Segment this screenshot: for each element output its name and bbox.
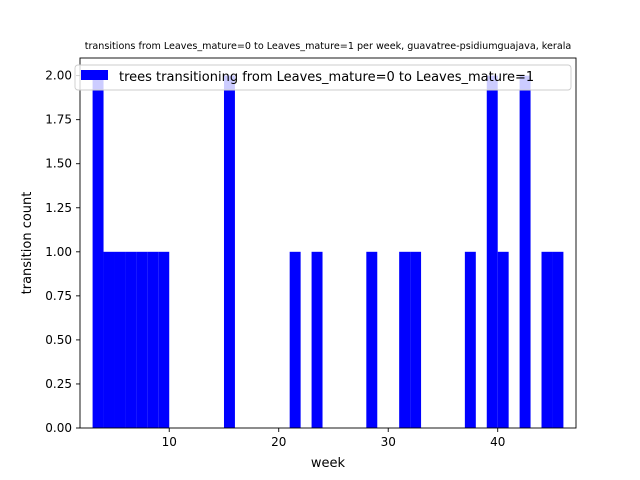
y-tick-label: 2.00 bbox=[45, 69, 72, 83]
legend: trees transitioning from Leaves_mature=0… bbox=[74, 64, 572, 91]
chart-title: transitions from Leaves_mature=0 to Leav… bbox=[85, 41, 572, 52]
bar-week-9 bbox=[158, 251, 170, 428]
bar-week-5 bbox=[114, 251, 126, 428]
bar-week-40 bbox=[497, 251, 509, 428]
legend-label: trees transitioning from Leaves_mature=0… bbox=[119, 70, 534, 85]
bar-week-23 bbox=[311, 251, 323, 428]
bar-week-7 bbox=[136, 251, 148, 428]
bar-week-21 bbox=[289, 251, 301, 428]
bar-week-39 bbox=[486, 75, 498, 428]
y-axis-label: transition count bbox=[20, 192, 35, 295]
y-tick-label: 0.50 bbox=[45, 333, 72, 347]
bar-week-15 bbox=[223, 75, 235, 428]
bar-week-31 bbox=[399, 251, 411, 428]
bar-week-37 bbox=[464, 251, 476, 428]
x-tick-label: 30 bbox=[381, 435, 396, 449]
y-tick-label: 0.25 bbox=[45, 377, 72, 391]
y-tick-label: 1.50 bbox=[45, 157, 72, 171]
y-tick-label: 0.75 bbox=[45, 289, 72, 303]
bar-week-42 bbox=[519, 75, 531, 428]
x-tick-label: 40 bbox=[490, 435, 505, 449]
bar-week-32 bbox=[410, 251, 422, 428]
bar-week-45 bbox=[552, 251, 564, 428]
bar-week-4 bbox=[103, 251, 115, 428]
bars-group bbox=[92, 75, 564, 428]
bar-week-6 bbox=[125, 251, 137, 428]
y-tick-label: 1.25 bbox=[45, 201, 72, 215]
x-axis-label: week bbox=[311, 456, 346, 471]
plot-frame bbox=[79, 57, 577, 429]
bar-week-28 bbox=[366, 251, 378, 428]
bar-week-8 bbox=[147, 251, 159, 428]
legend-swatch bbox=[81, 70, 108, 80]
bar-week-3 bbox=[92, 75, 104, 428]
y-tick-label: 0.00 bbox=[45, 421, 72, 435]
legend-box bbox=[74, 64, 572, 91]
x-tick-label: 20 bbox=[271, 435, 286, 449]
y-axis-ticks: 0.00 0.25 0.50 0.75 1.00 1.25 1.50 1.75 2.00 bbox=[45, 69, 80, 435]
y-tick-label: 1.00 bbox=[45, 245, 72, 259]
x-axis-ticks: 10 20 30 40 bbox=[162, 428, 505, 449]
y-tick-label: 1.75 bbox=[45, 113, 72, 127]
x-tick-label: 10 bbox=[162, 435, 177, 449]
bar-week-44 bbox=[541, 251, 553, 428]
